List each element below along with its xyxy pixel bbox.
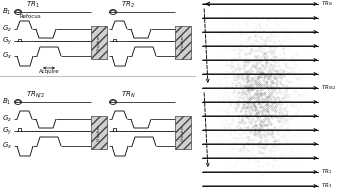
- Text: $TR_{N/2}$: $TR_{N/2}$: [321, 84, 336, 92]
- Text: $B_1$: $B_1$: [2, 97, 12, 107]
- Text: $B_1$: $B_1$: [2, 7, 12, 17]
- Text: $G_x$: $G_x$: [2, 141, 12, 151]
- Text: $TR_N$: $TR_N$: [321, 0, 333, 9]
- Text: $TR_N$: $TR_N$: [121, 90, 136, 100]
- Text: $TR_3$: $TR_3$: [321, 182, 332, 191]
- Text: $TR_{N/2}$: $TR_{N/2}$: [26, 89, 45, 100]
- Text: Crusher: Crusher: [97, 124, 101, 141]
- Bar: [175, 26, 191, 59]
- Bar: [91, 116, 107, 149]
- Text: $G_y$: $G_y$: [2, 125, 12, 137]
- Text: Crusher: Crusher: [181, 124, 185, 141]
- Text: $G_z$: $G_z$: [2, 114, 12, 124]
- Text: $TR_2$: $TR_2$: [121, 0, 135, 10]
- Text: $TR_1$: $TR_1$: [26, 0, 40, 10]
- Text: $G_z$: $G_z$: [2, 24, 12, 34]
- Bar: [91, 26, 107, 59]
- Text: $G_x$: $G_x$: [2, 51, 12, 61]
- Text: Refocus: Refocus: [20, 14, 42, 19]
- Bar: [175, 116, 191, 149]
- Text: Crusher: Crusher: [97, 34, 101, 51]
- Text: Crusher: Crusher: [181, 34, 185, 51]
- Text: Acquire: Acquire: [39, 69, 59, 74]
- Text: $TR_2$: $TR_2$: [321, 168, 332, 177]
- Text: $G_y$: $G_y$: [2, 35, 12, 47]
